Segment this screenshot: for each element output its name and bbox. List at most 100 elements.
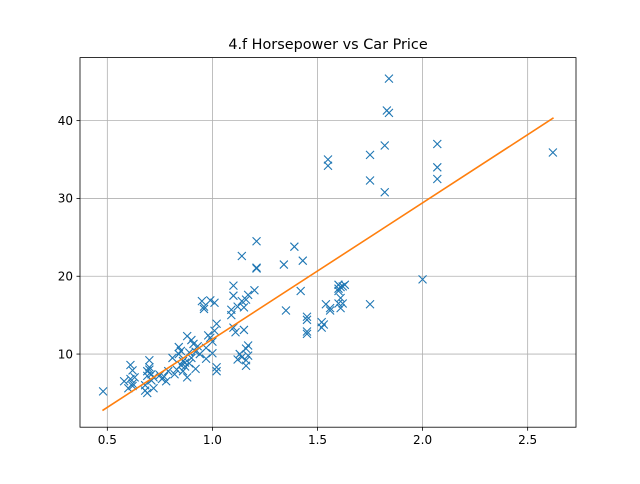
data-point [548,148,558,157]
data-point [210,326,219,336]
data-point [212,319,221,329]
data-point [229,291,238,301]
data-point [279,260,289,269]
data-point [184,359,194,368]
data-point [144,365,154,375]
data-point [384,108,394,118]
data-point [365,299,375,309]
data-point [336,303,345,313]
data-point [126,360,135,370]
data-point [323,161,333,171]
data-point [243,351,253,361]
data-point [182,373,192,382]
data-point [298,256,308,266]
grid [80,57,576,428]
data-point [239,302,249,312]
data-point [302,312,312,322]
data-point [176,346,186,356]
data-point [302,327,312,336]
data-point [325,303,335,313]
data-point [365,176,375,185]
data-point [189,339,198,349]
data-point [338,299,348,308]
x-tick-label: 2.0 [413,433,432,447]
x-tick-label: 1.0 [203,433,222,447]
chart-title: 4.f Horsepower vs Car Price [228,37,428,53]
data-point [296,286,306,296]
data-point [252,236,261,246]
data-point [229,281,238,290]
data-point [365,150,375,160]
data-point [243,290,253,300]
y-tick-label: 30 [58,192,73,206]
data-point [163,366,173,376]
plot-frame [79,57,577,428]
data-point [336,282,345,292]
data-point [323,155,333,164]
data-point [199,304,209,314]
data-point [334,299,343,308]
data-point [208,337,217,346]
data-point [432,162,442,172]
data-point [119,376,129,386]
data-point [252,264,261,273]
data-point [178,366,188,376]
y-tick-label: 20 [58,270,73,284]
data-point [144,362,154,372]
y-tick-label: 40 [58,114,73,128]
data-point [149,383,158,393]
data-point [231,327,240,337]
data-marks [98,74,558,412]
data-point [250,285,259,295]
data-point [226,310,236,320]
data-point [208,348,217,358]
data-point [130,373,140,382]
data-point [170,369,179,379]
data-point [168,353,177,363]
data-point [98,387,108,396]
data-point [212,362,221,372]
data-point [193,341,203,351]
data-point [418,274,427,284]
data-point [142,388,152,398]
data-point [252,263,261,273]
y-tick-label: 10 [58,347,73,361]
data-point [237,251,247,261]
data-point [281,306,291,315]
data-point [384,74,394,83]
data-point [241,361,251,371]
x-tick-label: 1.5 [308,433,327,447]
data-point [336,293,345,303]
data-point [432,174,442,184]
data-point [191,364,200,374]
data-point [289,242,299,252]
data-point [241,295,251,304]
data-point [239,325,249,335]
data-point [159,372,169,382]
data-point [197,296,207,306]
data-point [340,280,350,290]
data-point [128,379,137,389]
data-point [432,139,442,149]
data-point [212,366,221,376]
x-tick-label: 0.5 [98,433,117,447]
data-point [319,320,329,329]
data-point [302,329,312,339]
data-point [144,355,154,365]
x-tick-label: 2.5 [518,433,537,447]
data-point [210,298,219,308]
data-point [325,306,335,315]
data-point [161,376,171,386]
data-point [140,380,150,390]
data-point [201,354,211,364]
fit-line [102,117,554,412]
data-point [128,366,137,375]
data-point [233,355,243,364]
data-point [302,315,312,325]
axis-ticks: 0.5 1.0 1.5 2.0 2.5 10 20 30 40 [58,114,537,447]
data-point [229,323,238,332]
data-point [180,362,190,371]
